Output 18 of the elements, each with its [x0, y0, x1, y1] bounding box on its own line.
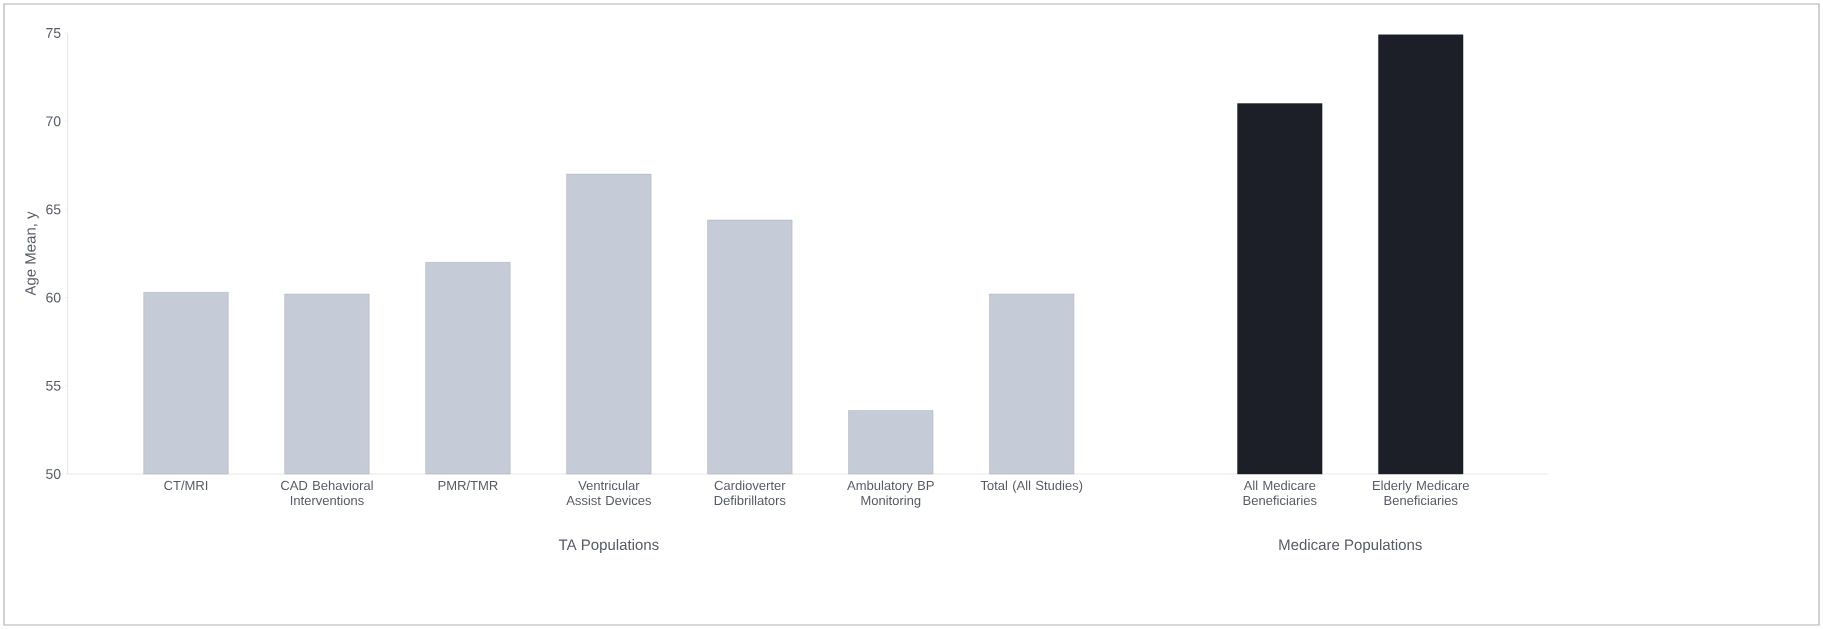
- y-axis-title: Age Mean, y: [25, 211, 39, 296]
- x-tick-label: Ventricular Assist Devices: [566, 480, 651, 506]
- y-tick-label: 65: [46, 204, 61, 215]
- text: Medicare Populations: [1279, 539, 1422, 553]
- x-tick-label: CAD Behavioral Interventions: [281, 480, 373, 506]
- x-tick-label: CT/MRI: [164, 480, 208, 491]
- y-tick-label: 55: [46, 380, 61, 391]
- text: TA Populations: [558, 539, 659, 553]
- x-tick-label: Ambulatory BP Monitoring: [847, 480, 934, 508]
- x-tick-label: Cardioverter Defibrillators: [714, 480, 786, 506]
- y-tick-label: 60: [46, 292, 61, 303]
- y-tick-label: 50: [46, 469, 61, 479]
- y-tick-label: 75: [46, 28, 61, 38]
- x-tick-label: All Medicare Beneficiaries: [1243, 480, 1317, 506]
- x-tick-label: PMR/TMR: [438, 480, 498, 491]
- y-tick-label: 70: [46, 116, 61, 127]
- x-tick-label: Total (All Studies): [980, 480, 1083, 493]
- x-tick-label: Elderly Medicare Beneficiaries: [1373, 480, 1469, 506]
